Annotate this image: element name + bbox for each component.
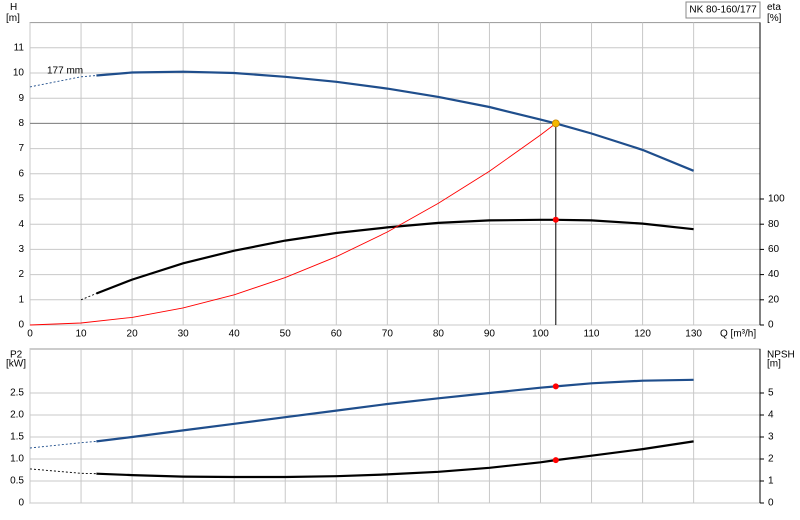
y2-tick-label: 1 <box>768 476 774 487</box>
y2-tick-label: 20 <box>768 294 780 305</box>
y-tick-label: 11 <box>14 42 25 53</box>
curve <box>96 440 694 479</box>
y2-tick-label: 3 <box>768 432 774 443</box>
x-tick-label: 110 <box>584 329 600 340</box>
y-tick-label: 4 <box>18 219 24 230</box>
y2-tick-label: 2 <box>768 454 774 465</box>
y2-axis-unit: [%] <box>767 13 782 24</box>
curve <box>29 440 97 449</box>
y-tick-label: 3 <box>18 244 24 255</box>
duty-marker <box>552 457 559 464</box>
chart-title: NK 80-160/177 <box>689 5 757 16</box>
x-tick-label: 130 <box>685 329 702 340</box>
curve <box>29 468 97 475</box>
x-tick-label: 120 <box>634 329 651 340</box>
y-axis-unit: [kW] <box>6 359 26 370</box>
x-tick-label: 20 <box>127 329 139 340</box>
y-tick-label: 1 <box>18 294 24 305</box>
curve <box>96 218 694 295</box>
y-tick-label: 1.5 <box>10 432 24 443</box>
y2-tick-label: 60 <box>768 244 780 255</box>
x-tick-label: 0 <box>27 329 33 340</box>
y2-tick-label: 40 <box>768 269 780 280</box>
x-tick-label: 60 <box>331 329 343 340</box>
y2-tick-label: 5 <box>768 388 774 399</box>
curve <box>80 293 97 301</box>
y2-tick-label: 0 <box>768 320 774 331</box>
y2-axis-label: NPSH <box>767 350 795 361</box>
plot-frame <box>29 348 761 504</box>
curve <box>96 378 694 443</box>
y-tick-label: 0 <box>18 320 24 331</box>
y-tick-label: 5 <box>18 194 24 205</box>
y-tick-label: 8 <box>18 118 24 129</box>
title-box <box>685 1 761 19</box>
y2-axis-unit: [m] <box>767 359 781 370</box>
y2-tick-label: 100 <box>768 194 785 205</box>
y-axis-unit: [m] <box>6 13 20 24</box>
x-tick-label: 40 <box>229 329 241 340</box>
x-tick-label: 80 <box>433 329 445 340</box>
y-tick-label: 2 <box>18 269 24 280</box>
y-tick-label: 9 <box>18 93 24 104</box>
operating-point <box>551 119 560 128</box>
x-tick-label: 90 <box>484 329 496 340</box>
curve <box>29 75 97 88</box>
annotation: 177 mm <box>47 66 83 77</box>
x-tick-label: 70 <box>382 329 394 340</box>
y2-tick-label: 0 <box>768 498 774 509</box>
x-axis-label: Q [m³/h] <box>720 329 756 340</box>
x-tick-label: 100 <box>532 329 549 340</box>
y-tick-label: 0 <box>18 498 24 509</box>
y2-axis-label: eta <box>767 2 781 13</box>
y-tick-label: 1.0 <box>10 454 24 465</box>
y2-tick-label: 80 <box>768 219 780 230</box>
duty-marker <box>552 216 559 223</box>
curve <box>29 123 557 326</box>
y2-tick-label: 4 <box>768 410 774 421</box>
y-axis-label: P2 <box>10 350 23 361</box>
y-tick-label: 6 <box>18 168 24 179</box>
x-tick-label: 50 <box>280 329 292 340</box>
y-tick-label: 0.5 <box>10 476 24 487</box>
y-tick-label: 2.5 <box>10 388 24 399</box>
y-axis-label: H <box>10 2 17 13</box>
y-tick-label: 2.0 <box>10 410 24 421</box>
x-tick-label: 10 <box>75 329 87 340</box>
duty-marker <box>552 383 559 390</box>
y-tick-label: 10 <box>13 68 25 79</box>
x-tick-label: 30 <box>178 329 190 340</box>
y-tick-label: 7 <box>18 143 24 154</box>
curve <box>96 70 695 172</box>
